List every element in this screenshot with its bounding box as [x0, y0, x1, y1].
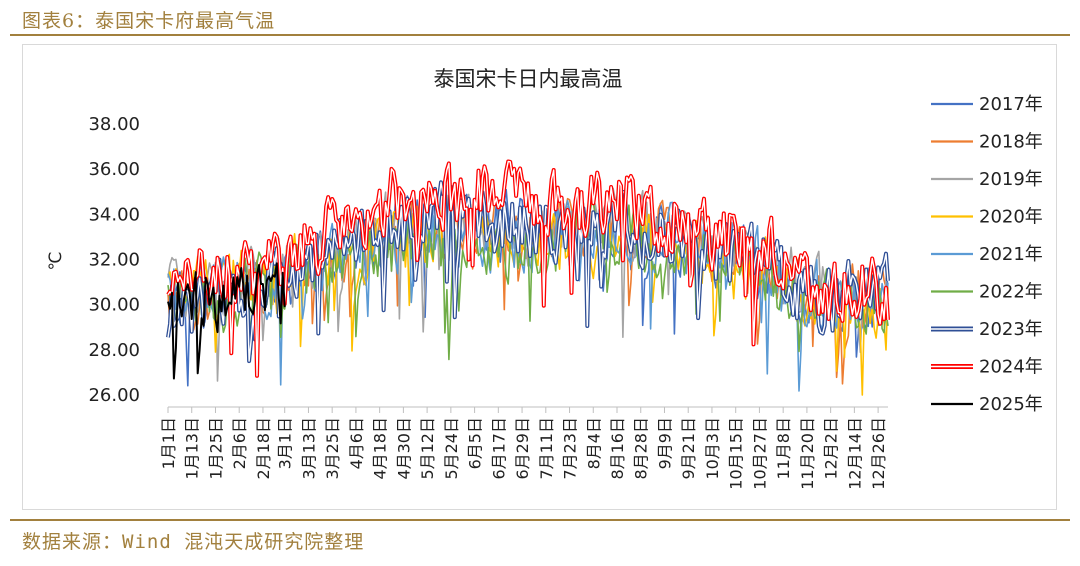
x-tick-label: 12月14日 — [845, 417, 864, 490]
legend-label: 2022年 — [979, 282, 1043, 303]
x-tick-label: 10月3日 — [703, 417, 722, 480]
bottom-divider — [10, 519, 1070, 521]
x-tick-label: 10月15日 — [727, 417, 746, 490]
x-tick-label: 1月1日 — [159, 417, 178, 469]
legend-item: 2020年 — [931, 207, 1043, 228]
x-tick-label: 2月6日 — [230, 417, 249, 469]
x-tick-label: 1月25日 — [206, 417, 225, 480]
x-tick-label: 12月26日 — [869, 417, 888, 490]
legend-item: 2017年 — [931, 94, 1043, 115]
x-tick-label: 8月16日 — [608, 417, 627, 480]
x-tick-label: 2月18日 — [254, 417, 273, 480]
legend-label: 2024年 — [979, 357, 1043, 378]
x-tick-label: 8月4日 — [584, 417, 603, 469]
x-tick-label: 4月18日 — [371, 417, 390, 480]
x-tick-label: 9月21日 — [679, 417, 698, 480]
x-tick-label: 3月1日 — [276, 417, 295, 469]
plot-area — [166, 159, 890, 396]
x-tick-label: 10月27日 — [750, 417, 769, 490]
y-tick-label: 26.00 — [88, 385, 140, 406]
legend-item: 2025年 — [931, 394, 1043, 415]
legend-item: 2023年 — [931, 319, 1043, 340]
x-tick-label: 3月13日 — [299, 417, 318, 480]
x-tick-label: 5月12日 — [418, 417, 437, 480]
legend-label: 2025年 — [979, 394, 1043, 415]
x-tick-label: 1月13日 — [183, 417, 202, 480]
legend-label: 2023年 — [979, 319, 1043, 340]
series-line — [166, 159, 890, 378]
legend-item: 2022年 — [931, 282, 1043, 303]
legend-item: 2021年 — [931, 244, 1043, 265]
series-line-path — [167, 262, 286, 380]
x-tick-label: 8月28日 — [632, 417, 651, 480]
top-divider — [10, 34, 1070, 36]
series-line — [167, 262, 286, 380]
figure-caption: 图表6：泰国宋卡府最高气温 — [22, 10, 276, 32]
source-note: 数据来源：Wind 混沌天成研究院整理 — [22, 531, 365, 553]
legend-label: 2018年 — [979, 132, 1043, 153]
x-tick-label: 6月17日 — [489, 417, 508, 480]
legend-item: 2024年 — [931, 357, 1043, 378]
x-tick-label: 4月30日 — [394, 417, 413, 480]
x-tick-label: 9月9日 — [655, 417, 674, 469]
y-tick-label: 30.00 — [88, 295, 140, 316]
x-tick-label: 12月2日 — [822, 417, 841, 480]
chart-title: 泰国宋卡日内最高温 — [434, 67, 623, 91]
y-tick-label: 36.00 — [88, 159, 140, 180]
legend: 2017年 2018年 2019年 2020年 2021年 2022年 2023年 2024年… — [931, 94, 1043, 415]
line-chart: 泰国宋卡日内最高温 ℃ 38.00 36.00 34.00 32.00 30.00 28.… — [46, 67, 1043, 490]
x-tick-label: 11月8日 — [774, 417, 793, 480]
x-tick-label: 3月25日 — [323, 417, 342, 480]
legend-item: 2019年 — [931, 169, 1043, 190]
x-tick-label: 6月5日 — [466, 417, 485, 469]
legend-label: 2021年 — [979, 244, 1043, 265]
legend-label: 2020年 — [979, 207, 1043, 228]
x-tick-label: 6月29日 — [513, 417, 532, 480]
x-tick-label: 7月23日 — [561, 417, 580, 480]
y-tick-label: 38.00 — [88, 114, 140, 135]
x-tick-label: 5月24日 — [442, 417, 461, 480]
y-axis-label: ℃ — [46, 251, 66, 270]
legend-item: 2018年 — [931, 132, 1043, 153]
legend-label: 2019年 — [979, 169, 1043, 190]
x-tick-label: 4月6日 — [347, 417, 366, 469]
x-tick-label: 7月11日 — [537, 417, 556, 480]
y-tick-label: 34.00 — [88, 204, 140, 225]
y-tick-label: 28.00 — [88, 340, 140, 361]
y-axis: 38.00 36.00 34.00 32.00 30.00 28.00 26.00 — [88, 114, 140, 406]
y-tick-label: 32.00 — [88, 250, 140, 271]
chart-frame: 泰国宋卡日内最高温 ℃ 38.00 36.00 34.00 32.00 30.00 28.… — [22, 44, 1057, 510]
x-tick-label: 11月20日 — [798, 417, 817, 490]
x-axis: 1月1日 1月13日 1月25日 2月6日 2月18日 3月1日 3月13日 3月25日 4月6… — [159, 406, 888, 490]
legend-label: 2017年 — [979, 94, 1043, 115]
series-line-inner — [167, 160, 889, 377]
